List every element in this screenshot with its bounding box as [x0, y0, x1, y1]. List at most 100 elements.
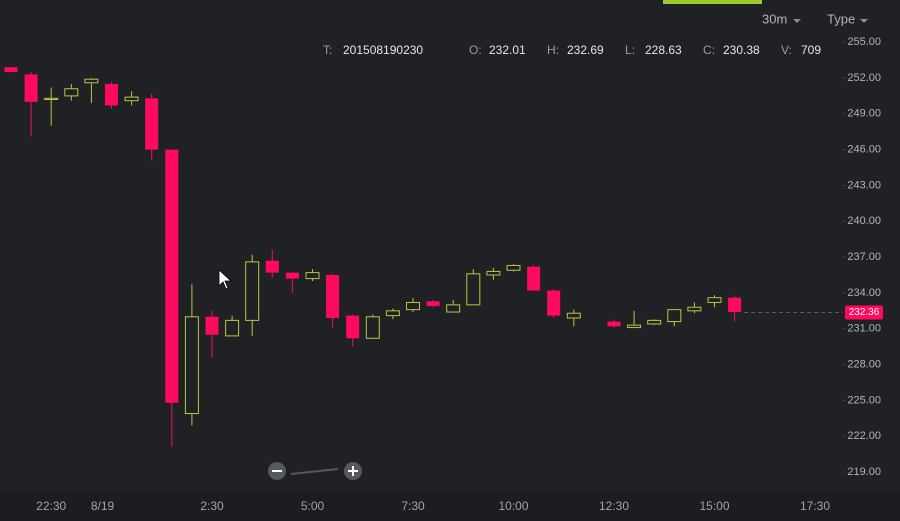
candle-body — [225, 319, 240, 337]
candle-body — [426, 301, 440, 307]
candle-body — [406, 301, 420, 311]
candle — [305, 269, 320, 281]
candle — [446, 300, 461, 313]
candle-body — [687, 306, 702, 312]
candle-body — [326, 275, 340, 318]
ohlc-label: L: — [625, 43, 635, 57]
ohlc-value: 709 — [801, 43, 821, 57]
x-tick-label: 15:00 — [699, 499, 729, 513]
candle-body — [466, 273, 481, 306]
candle-body — [84, 78, 99, 84]
zoom-slider[interactable] — [291, 468, 338, 475]
ohlc-value: 201508190230 — [343, 43, 423, 57]
candle-body — [506, 264, 521, 271]
ohlc-label: H: — [547, 43, 559, 57]
candle — [527, 265, 541, 291]
dropdown-arrow — [793, 19, 801, 23]
x-tick-label: 12:30 — [599, 499, 629, 513]
candle-body — [165, 149, 179, 403]
candle — [165, 149, 179, 447]
candle-body — [64, 88, 79, 97]
plus-icon — [352, 466, 354, 476]
x-tick-label: 7:30 — [401, 499, 425, 513]
candle — [707, 295, 722, 308]
x-tick-label: 5:00 — [301, 499, 325, 513]
candle — [426, 300, 440, 308]
candle-body — [346, 315, 360, 339]
candle — [365, 314, 380, 339]
candle — [84, 78, 99, 104]
y-tick-label: 252.00 — [847, 72, 881, 84]
y-tick-label: 243.00 — [847, 179, 881, 191]
interval-selector[interactable]: 30m — [762, 11, 787, 26]
candle-body — [446, 304, 461, 313]
candle-body — [184, 316, 199, 415]
candle-body — [285, 272, 299, 279]
y-tick-label: 237.00 — [847, 251, 881, 263]
candle — [4, 67, 18, 73]
candle — [667, 309, 682, 327]
candle-body — [205, 316, 219, 335]
zoom-control — [268, 462, 362, 480]
y-tick-label: 219.00 — [847, 466, 881, 478]
minus-icon — [272, 470, 282, 472]
candle-body — [265, 260, 279, 273]
y-tick-label: 234.00 — [847, 287, 881, 299]
y-tick-label: 255.00 — [847, 36, 881, 48]
ohlc-value: 232.69 — [567, 43, 604, 57]
last-price-badge — [845, 305, 883, 320]
y-tick-label: 246.00 — [847, 144, 881, 156]
y-tick-label: 240.00 — [847, 215, 881, 227]
ohlc-label: O: — [469, 43, 482, 57]
ohlc-label: T: — [323, 43, 332, 57]
candle — [627, 310, 642, 329]
candle — [466, 269, 481, 306]
candle — [265, 249, 279, 278]
x-tick-label: 10:00 — [498, 499, 528, 513]
x-axis-band — [0, 490, 900, 521]
candle — [406, 297, 420, 313]
candle — [346, 314, 360, 347]
candle-body — [607, 321, 621, 327]
candle-body — [527, 266, 541, 291]
type-selector[interactable]: Type — [827, 11, 855, 26]
candle-body — [566, 312, 581, 319]
candle-body — [385, 310, 400, 317]
candle — [205, 310, 219, 358]
candle-body — [667, 309, 682, 323]
candle — [24, 72, 38, 137]
mouse-cursor — [218, 269, 233, 290]
candle — [687, 302, 702, 314]
candle — [607, 319, 621, 328]
x-tick-label: 2:30 — [200, 499, 224, 513]
candle-body — [365, 316, 380, 339]
candle — [385, 308, 400, 320]
ohlc-value: 232.01 — [489, 43, 526, 57]
y-tick-label: 231.00 — [847, 323, 881, 335]
y-tick-label: 249.00 — [847, 108, 881, 120]
candle — [326, 273, 340, 328]
candle — [486, 267, 501, 280]
candle-body — [486, 270, 501, 276]
candle-body — [24, 74, 38, 102]
candle — [647, 319, 662, 326]
y-tick-label: 228.00 — [847, 358, 881, 370]
candle — [184, 284, 199, 426]
candle-body — [44, 97, 59, 100]
candle-body — [547, 290, 561, 316]
candle-body — [728, 297, 742, 313]
candle-body — [124, 96, 139, 102]
ohlc-value: 228.63 — [645, 43, 682, 57]
candle-body — [707, 297, 722, 303]
ohlc-label: V: — [781, 43, 792, 57]
candle — [506, 264, 521, 272]
ohlc-value: 230.38 — [723, 43, 760, 57]
candle — [105, 81, 118, 110]
candle-body — [4, 67, 18, 73]
x-tick-label: 8/19 — [91, 499, 115, 513]
candle — [145, 93, 159, 161]
dropdown-arrow — [860, 19, 868, 23]
ohlc-label: C: — [703, 43, 715, 57]
